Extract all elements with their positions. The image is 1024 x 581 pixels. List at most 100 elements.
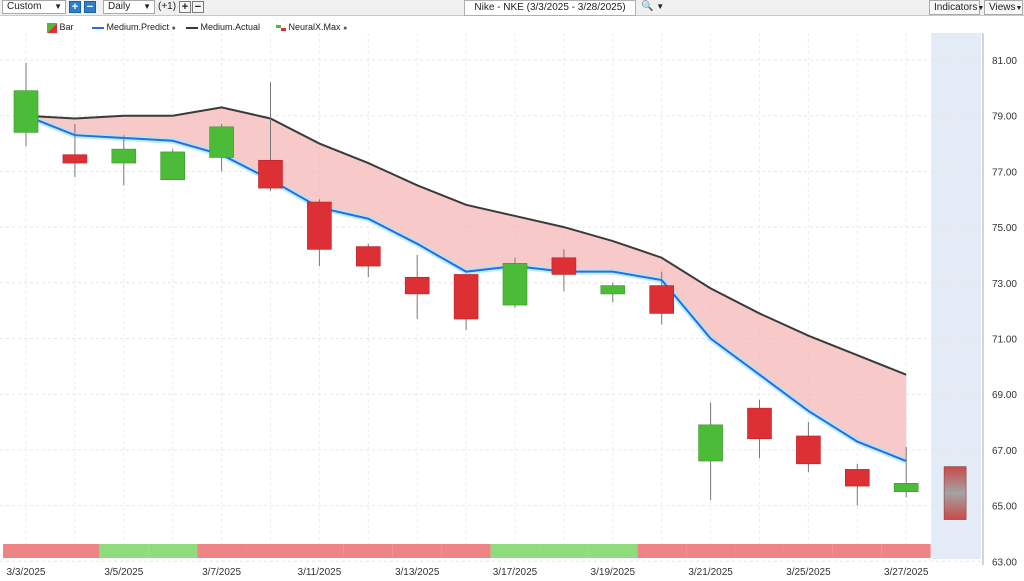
offset-decrease-button[interactable]: − bbox=[192, 1, 204, 13]
neuralx-band-segment bbox=[50, 544, 100, 558]
x-tick-label: 3/21/2025 bbox=[688, 567, 733, 578]
neuralx-band-segment bbox=[783, 544, 833, 558]
neuralx-band-segment bbox=[441, 544, 491, 558]
neuralx-band-segment bbox=[881, 544, 931, 558]
candle-body bbox=[13, 90, 39, 133]
legend-bar-label: Bar bbox=[59, 22, 74, 32]
chevron-down-icon: ▼ bbox=[656, 2, 665, 11]
candle-body bbox=[404, 276, 430, 295]
neuralx-band-segment bbox=[735, 544, 784, 558]
legend-actual-label: Medium.Actual bbox=[200, 22, 261, 32]
chart-title: Nike - NKE (3/3/2025 - 3/28/2025) bbox=[464, 0, 636, 16]
x-tick-label: 3/17/2025 bbox=[493, 567, 538, 578]
y-tick-label: 79.00 bbox=[992, 112, 1017, 123]
period-select[interactable]: Daily ▼ bbox=[103, 0, 155, 14]
neuralx-band-segment bbox=[637, 544, 687, 558]
legend-neuralx-label: NeuralX.Max bbox=[288, 22, 341, 32]
chevron-down-icon: ▼ bbox=[143, 2, 151, 11]
neuralx-band-segment bbox=[197, 544, 247, 558]
neuralx-band-segment bbox=[99, 544, 149, 558]
legend-neuralx-max[interactable]: NeuralX.Max ● bbox=[276, 20, 347, 36]
y-tick-label: 75.00 bbox=[992, 223, 1017, 234]
zoom-out-button[interactable]: − bbox=[84, 1, 96, 13]
y-tick-label: 71.00 bbox=[992, 335, 1017, 346]
candle-body bbox=[796, 435, 821, 465]
neuralx-band-segment bbox=[686, 544, 736, 558]
candle-body bbox=[600, 285, 626, 295]
chevron-down-icon: ▼ bbox=[977, 5, 985, 12]
candle-body bbox=[307, 201, 332, 250]
medium-predict-glow bbox=[24, 112, 908, 464]
mode-select-value: Custom bbox=[7, 1, 42, 12]
zoom-in-button[interactable]: + bbox=[69, 1, 81, 13]
neuralx-band-segment bbox=[490, 544, 540, 558]
chevron-down-icon: ▼ bbox=[1015, 5, 1023, 12]
forecast-candle bbox=[943, 466, 967, 520]
candle-body bbox=[502, 263, 528, 306]
y-tick-label: 69.00 bbox=[992, 390, 1017, 401]
candle-body bbox=[893, 483, 919, 492]
neuralx-band-segment bbox=[246, 544, 295, 558]
candle-body bbox=[747, 407, 772, 440]
search-button[interactable]: 🔍 ▼ bbox=[641, 1, 664, 13]
y-tick-label: 63.00 bbox=[992, 557, 1017, 568]
candle-body bbox=[111, 148, 137, 164]
candle-body bbox=[62, 154, 88, 164]
candle-body bbox=[453, 274, 479, 320]
mode-select[interactable]: Custom ▼ bbox=[2, 0, 66, 14]
y-tick-label: 65.00 bbox=[992, 502, 1017, 513]
settings-dot-icon: ● bbox=[343, 25, 348, 32]
x-tick-label: 3/25/2025 bbox=[786, 567, 831, 578]
forecast-region bbox=[931, 33, 982, 559]
legend-bar[interactable]: Bar bbox=[47, 20, 74, 34]
x-tick-label: 3/7/2025 bbox=[202, 567, 241, 578]
candle-body bbox=[551, 257, 577, 275]
medium-predict-line bbox=[25, 114, 907, 462]
candle-body bbox=[209, 126, 234, 158]
neuralx-band-segment bbox=[148, 544, 198, 558]
legend-medium-actual[interactable]: Medium.Actual bbox=[186, 20, 260, 34]
neuralx-band-segment bbox=[3, 544, 51, 558]
bar-swatch-icon bbox=[47, 22, 57, 33]
x-tick-label: 3/27/2025 bbox=[884, 567, 929, 578]
period-select-value: Daily bbox=[108, 1, 131, 12]
x-tick-label: 3/5/2025 bbox=[104, 567, 143, 578]
x-tick-label: 3/3/2025 bbox=[7, 567, 46, 578]
indicators-button[interactable]: Indicators▼ bbox=[929, 0, 984, 15]
neuralx-band-segment bbox=[588, 544, 638, 558]
candle-body bbox=[844, 469, 870, 487]
candle-body bbox=[258, 159, 283, 189]
y-tick-label: 81.00 bbox=[992, 56, 1017, 67]
neuralx-band-segment bbox=[392, 544, 442, 558]
views-button[interactable]: Views▼ bbox=[984, 0, 1023, 15]
neuralx-band-segment bbox=[343, 544, 393, 558]
neuralx-band-segment bbox=[294, 544, 344, 558]
indicators-label: Indicators bbox=[934, 2, 978, 13]
plus-icon: + bbox=[181, 1, 189, 13]
neuralx-band-segment bbox=[539, 544, 589, 558]
chevron-down-icon: ▼ bbox=[54, 2, 62, 11]
neuralx-band-segment bbox=[832, 544, 882, 558]
minus-icon: − bbox=[86, 1, 94, 13]
candle-body bbox=[355, 246, 381, 267]
candle-body bbox=[698, 424, 723, 462]
prediction-band bbox=[26, 107, 907, 462]
plus-icon: + bbox=[71, 1, 79, 13]
settings-dot-icon: ● bbox=[171, 25, 176, 32]
y-tick-label: 67.00 bbox=[992, 446, 1017, 457]
x-tick-label: 3/13/2025 bbox=[395, 567, 440, 578]
legend-medium-predict[interactable]: Medium.Predict ● bbox=[92, 20, 176, 36]
x-tick-label: 3/19/2025 bbox=[591, 567, 636, 578]
offset-label: (+1) bbox=[158, 1, 177, 12]
candle-body bbox=[649, 285, 675, 314]
minus-icon: − bbox=[194, 1, 202, 13]
y-tick-label: 77.00 bbox=[992, 167, 1017, 178]
toolbar: Custom ▼ + − Daily ▼ (+1) + − Nike - NKE… bbox=[0, 0, 1024, 16]
line-swatch-icon bbox=[92, 26, 104, 29]
offset-increase-button[interactable]: + bbox=[179, 1, 191, 13]
legend-predict-label: Medium.Predict bbox=[106, 22, 170, 32]
medium-actual-line bbox=[25, 106, 907, 376]
search-icon: 🔍 bbox=[641, 1, 654, 12]
step-swatch-icon bbox=[276, 24, 286, 31]
